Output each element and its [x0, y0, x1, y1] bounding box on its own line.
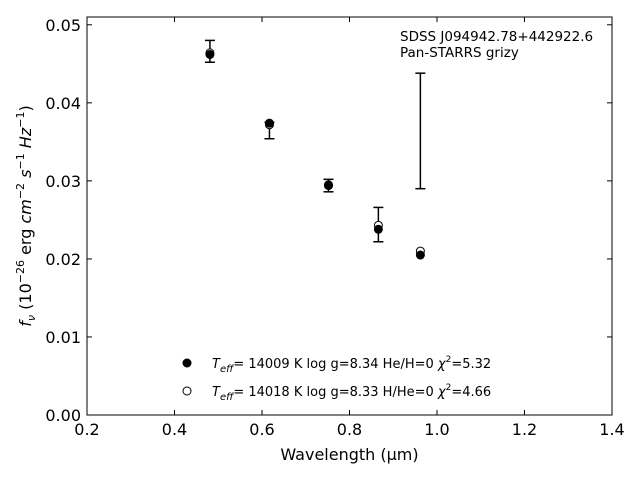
y-tick-label: 0.01	[45, 328, 81, 347]
data-points	[205, 48, 425, 260]
x-tick-label: 1.2	[512, 420, 537, 439]
legend-label: Teff= 14009 K log g=8.34 He/H=0 χ2=5.32	[212, 355, 491, 375]
legend-label: Teff= 14018 K log g=8.33 H/He=0 χ2=4.66	[212, 383, 491, 403]
legend: Teff= 14009 K log g=8.34 He/H=0 χ2=5.32 T…	[182, 355, 491, 403]
x-axis-ticks: 0.2 0.4 0.6 0.8 1.0 1.2 1.4	[74, 17, 625, 439]
x-tick-label: 0.8	[337, 420, 362, 439]
y-axis-ticks: 0.00 0.01 0.02 0.03 0.04 0.05	[45, 16, 612, 425]
survey-annotation: Pan-STARRS grizy	[400, 45, 519, 61]
y-tick-label: 0.00	[45, 406, 81, 425]
x-tick-label: 0.4	[162, 420, 187, 439]
filled-circle-point	[373, 224, 383, 234]
y-tick-label: 0.02	[45, 250, 81, 269]
object-name-annotation: SDSS J094942.78+442922.6	[400, 29, 593, 45]
x-tick-label: 1.0	[424, 420, 449, 439]
x-axis-title: Wavelength (μm)	[280, 445, 418, 464]
plot-area-frame	[86, 16, 613, 416]
y-axis-title: fν (10−26 erg cm−2 s−1 Hz−1)	[14, 105, 38, 326]
error-bars	[204, 39, 426, 243]
y-tick-label: 0.03	[45, 172, 81, 191]
x-tick-label: 0.6	[249, 420, 274, 439]
filled-circle-point	[415, 250, 425, 260]
x-tick-label: 0.2	[74, 420, 99, 439]
x-tick-label: 1.4	[599, 420, 624, 439]
y-tick-label: 0.05	[45, 16, 81, 35]
filled-circle-point	[264, 118, 274, 128]
legend-marker	[182, 358, 192, 368]
filled-circle-point	[324, 180, 333, 190]
legend-marker	[182, 386, 192, 396]
y-tick-label: 0.04	[45, 94, 81, 113]
filled-circle-point	[205, 49, 215, 59]
